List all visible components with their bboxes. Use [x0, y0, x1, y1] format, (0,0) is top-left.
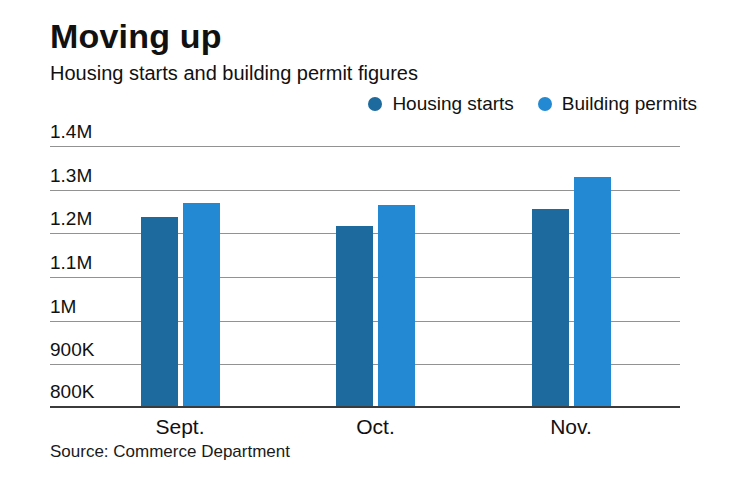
bar-building-permits-nov-: [574, 177, 611, 408]
y-tick-label: 1.2M: [50, 208, 92, 230]
x-tick-label: Sept.: [155, 415, 204, 439]
y-tick-label: 1M: [50, 296, 76, 318]
chart-canvas: Moving up Housing starts and building pe…: [0, 0, 740, 482]
legend: Housing starts Building permits: [368, 93, 697, 115]
bar-housing-starts-sept-: [141, 217, 178, 408]
gridline: [50, 146, 680, 147]
source-note: Source: Commerce Department: [50, 441, 290, 463]
legend-label: Housing starts: [392, 93, 513, 115]
chart-title: Moving up: [50, 16, 222, 56]
legend-dot-icon: [368, 97, 382, 111]
bar-building-permits-sept-: [183, 203, 220, 408]
y-tick-label: 1.1M: [50, 252, 92, 274]
bar-housing-starts-nov-: [532, 209, 569, 408]
x-tick-label: Nov.: [550, 415, 592, 439]
y-tick-label: 900K: [50, 339, 94, 361]
bar-building-permits-oct-: [378, 205, 415, 408]
chart-subtitle: Housing starts and building permit figur…: [50, 60, 418, 86]
y-tick-label: 1.4M: [50, 121, 92, 143]
legend-item-housing-starts: Housing starts: [368, 93, 513, 115]
legend-item-building-permits: Building permits: [538, 93, 697, 115]
y-tick-label: 800K: [50, 381, 94, 403]
y-tick-label: 1.3M: [50, 165, 92, 187]
legend-dot-icon: [538, 97, 552, 111]
plot-area: 1.4M1.3M1.2M1.1M1M900K800KSept.Oct.Nov.: [50, 146, 680, 408]
x-axis-line: [50, 406, 680, 408]
bar-housing-starts-oct-: [336, 226, 373, 408]
x-tick-label: Oct.: [356, 415, 395, 439]
legend-label: Building permits: [562, 93, 697, 115]
